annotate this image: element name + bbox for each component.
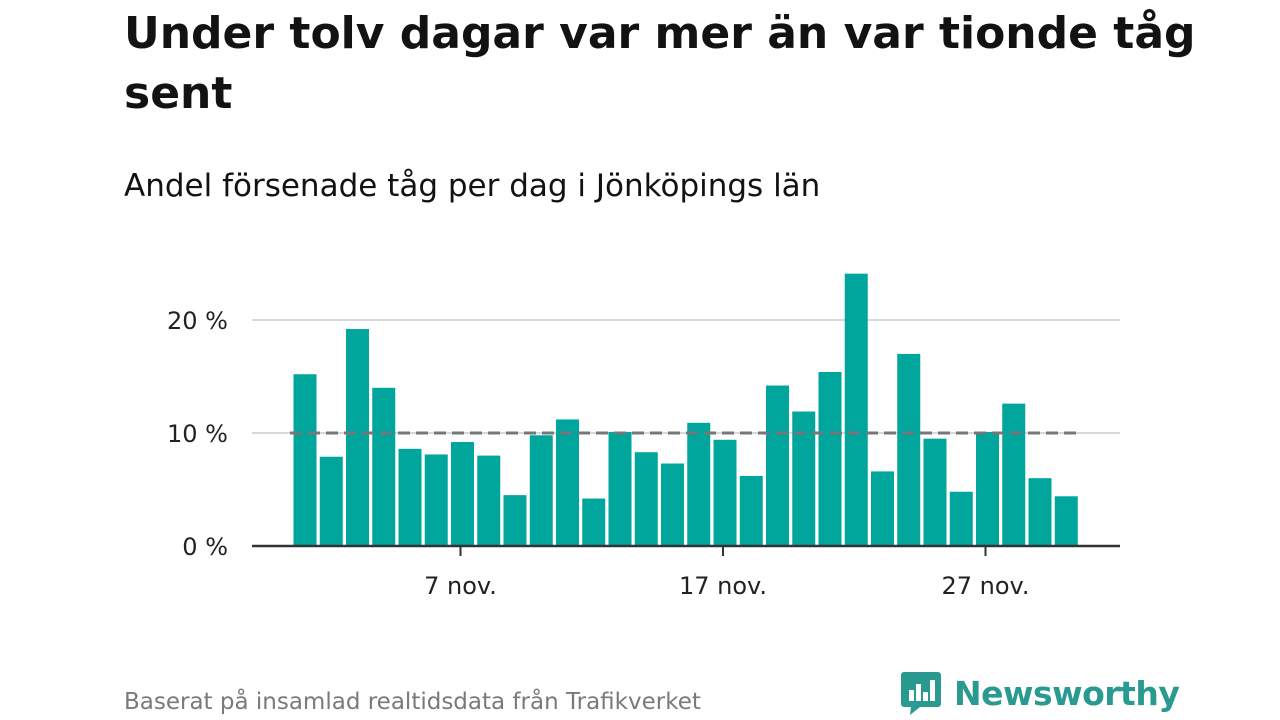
bar [713, 439, 737, 546]
bar [923, 438, 947, 546]
x-tick-label: 7 nov. [424, 572, 497, 600]
bar [372, 387, 396, 546]
bar [949, 491, 973, 546]
bar [398, 448, 422, 546]
bar [293, 374, 317, 546]
bar [687, 422, 711, 546]
bar [1002, 403, 1026, 546]
bar-chart: 0 % 10 % 20 % 7 nov. 17 nov. 27 nov. [167, 273, 1120, 600]
bar [976, 431, 999, 546]
bar [529, 435, 553, 546]
bar [503, 495, 527, 546]
bar [634, 452, 658, 546]
bar [844, 273, 868, 546]
x-tick-label: 27 nov. [941, 572, 1029, 600]
newsworthy-logo-icon [901, 672, 941, 715]
bar [346, 329, 369, 546]
newsworthy-logo: Newsworthy [900, 670, 1180, 716]
y-tick-label: 20 % [167, 307, 228, 335]
bar [818, 371, 842, 546]
bar [556, 419, 579, 546]
bar [897, 353, 921, 546]
bar [661, 463, 684, 546]
chart-subtitle: Andel försenade tåg per dag i Jönköpings… [124, 168, 821, 204]
bar [792, 411, 816, 546]
bar [477, 455, 501, 546]
bar [608, 431, 632, 546]
chart-title: Under tolv dagar var mer än var tionde t… [124, 8, 1196, 119]
bar [871, 471, 894, 546]
bar [766, 385, 789, 546]
bar [451, 442, 474, 546]
bar [1054, 496, 1078, 546]
bar [739, 475, 763, 546]
source-note: Baserat på insamlad realtidsdata från Tr… [124, 689, 701, 715]
x-tick-label: 17 nov. [679, 572, 767, 600]
bar [319, 456, 343, 546]
bar [1028, 478, 1052, 546]
bar [424, 454, 448, 546]
y-tick-label: 0 % [182, 533, 228, 561]
y-tick-label: 10 % [167, 420, 228, 448]
bar [582, 498, 606, 546]
brand-name: Newsworthy [954, 673, 1180, 713]
